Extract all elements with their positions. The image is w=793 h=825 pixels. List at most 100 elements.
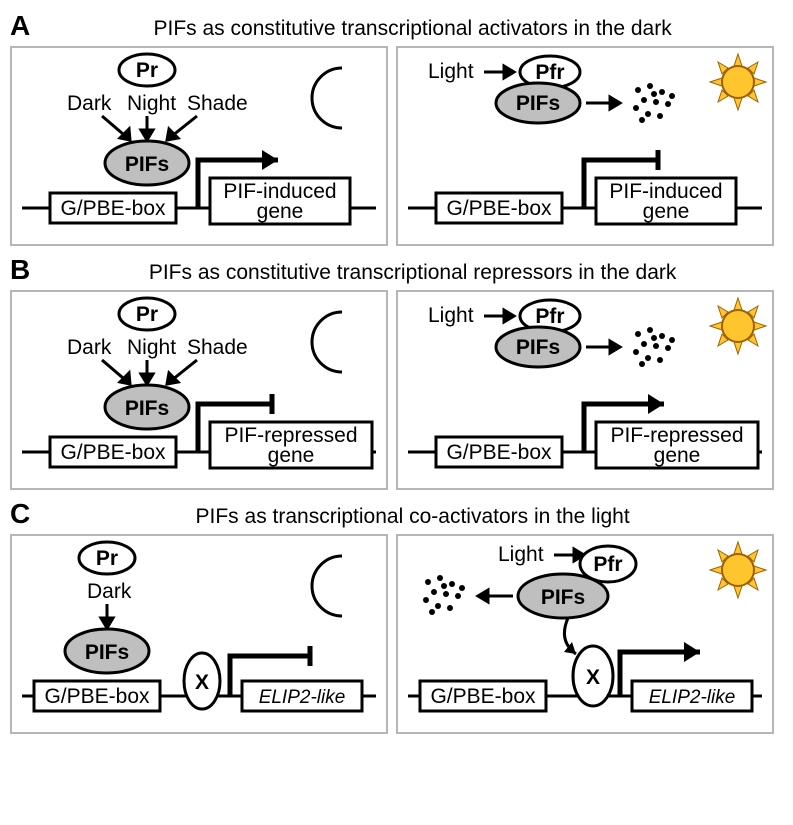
svg-text:ELIP2-like: ELIP2-like <box>649 687 736 708</box>
section-a-label: A <box>10 10 30 42</box>
section-b-panels: Pr Dark Night Shade PIFs G/PBE-box <box>10 290 783 490</box>
pifs-oval: PIFs <box>518 574 608 618</box>
light-arrow <box>484 310 514 322</box>
svg-text:ELIP2-like: ELIP2-like <box>259 687 346 708</box>
gpbe-box: G/PBE-box <box>34 681 160 711</box>
pifs-oval: PIFs <box>496 327 580 367</box>
shade-label: Shade <box>187 92 248 115</box>
coactivation-arrow <box>564 618 576 654</box>
light-arrow <box>484 66 514 78</box>
svg-text:Dark: Dark <box>87 580 132 603</box>
panel-b-left: Pr Dark Night Shade PIFs G/PBE-box <box>10 290 388 490</box>
section-c-title: PIFs as transcriptional co-activators in… <box>42 505 783 529</box>
pifs-label: PIFs <box>516 92 560 115</box>
dark-label: Dark <box>67 92 112 115</box>
gene-text-2: gene <box>257 200 304 223</box>
moon-icon <box>312 556 342 616</box>
section-c-header: C PIFs as transcriptional co-activators … <box>10 498 783 530</box>
panel-a-left-svg: Pr Dark Night Shade PIFs <box>12 48 386 244</box>
gene-box: PIF-repressed gene <box>210 422 372 468</box>
svg-text:PIFs: PIFs <box>516 336 560 359</box>
panel-c-right: Light Pfr PIFs <box>396 534 774 734</box>
panel-a-right: Light Pfr PIFs <box>396 46 774 246</box>
degradation-dots <box>423 575 465 615</box>
svg-text:Pr: Pr <box>136 303 158 326</box>
condition-arrows <box>102 360 197 384</box>
section-b-label: B <box>10 254 30 286</box>
svg-text:G/PBE-box: G/PBE-box <box>446 441 552 464</box>
gpbe-box: G/PBE-box <box>50 437 176 467</box>
sun-icon <box>710 54 766 110</box>
svg-text:Light: Light <box>498 543 544 566</box>
panel-b-right: Light Pfr PIFs <box>396 290 774 490</box>
pifs-oval: PIFs <box>496 83 580 123</box>
section-a-panels: Pr Dark Night Shade PIFs <box>10 46 783 246</box>
svg-text:gene: gene <box>643 200 690 223</box>
gpbe-box: G/PBE-box <box>50 193 176 223</box>
panel-c-left: Pr Dark PIFs G/PBE-box X <box>10 534 388 734</box>
section-a: A PIFs as constitutive transcriptional a… <box>10 10 783 246</box>
pr-oval: Pr <box>79 542 135 574</box>
moon-icon <box>312 68 342 128</box>
pifs-label: PIFs <box>125 153 169 176</box>
moon-icon <box>312 312 342 372</box>
pr-oval: Pr <box>119 298 175 330</box>
svg-text:gene: gene <box>268 444 315 467</box>
svg-text:X: X <box>586 666 600 689</box>
pr-label: Pr <box>136 59 158 82</box>
panel-c-left-svg: Pr Dark PIFs G/PBE-box X <box>12 536 386 732</box>
light-label: Light <box>428 60 474 83</box>
section-c: C PIFs as transcriptional co-activators … <box>10 498 783 734</box>
pr-oval: Pr <box>119 54 175 86</box>
degradation-dots <box>633 83 675 123</box>
svg-text:Dark: Dark <box>67 336 112 359</box>
panel-c-right-svg: Light Pfr PIFs <box>398 536 772 732</box>
svg-text:Shade: Shade <box>187 336 248 359</box>
section-b-header: B PIFs as constitutive transcriptional r… <box>10 254 783 286</box>
svg-text:Pfr: Pfr <box>535 305 564 328</box>
svg-text:Pfr: Pfr <box>593 553 622 576</box>
svg-text:X: X <box>195 671 209 694</box>
panel-b-right-svg: Light Pfr PIFs <box>398 292 772 488</box>
svg-text:PIFs: PIFs <box>541 586 585 609</box>
svg-text:Light: Light <box>428 304 474 327</box>
degradation-arrow <box>478 590 513 602</box>
night-label: Night <box>127 92 176 115</box>
section-c-panels: Pr Dark PIFs G/PBE-box X <box>10 534 783 734</box>
pfr-label: Pfr <box>535 61 564 84</box>
degradation-arrow <box>586 97 620 109</box>
pifs-oval: PIFs <box>65 629 149 673</box>
svg-text:Pr: Pr <box>96 547 118 570</box>
gpbe-box: G/PBE-box <box>436 193 562 223</box>
svg-text:gene: gene <box>654 444 701 467</box>
degradation-arrow <box>586 341 620 353</box>
svg-text:G/PBE-box: G/PBE-box <box>430 685 536 708</box>
pifs-oval: PIFs <box>105 385 189 429</box>
gene-box: PIF-repressed gene <box>596 422 758 468</box>
gene-box: ELIP2-like <box>632 681 752 711</box>
svg-text:Night: Night <box>127 336 176 359</box>
pifs-oval: PIFs <box>105 141 189 185</box>
sun-icon <box>710 298 766 354</box>
x-factor-oval: X <box>573 646 613 706</box>
panel-b-left-svg: Pr Dark Night Shade PIFs G/PBE-box <box>12 292 386 488</box>
svg-text:PIFs: PIFs <box>125 397 169 420</box>
section-a-title: PIFs as constitutive transcriptional act… <box>42 17 783 41</box>
x-factor-oval: X <box>184 653 220 709</box>
section-a-header: A PIFs as constitutive transcriptional a… <box>10 10 783 42</box>
gpbe-box: G/PBE-box <box>436 437 562 467</box>
svg-text:G/PBE-box: G/PBE-box <box>44 685 150 708</box>
section-b: B PIFs as constitutive transcriptional r… <box>10 254 783 490</box>
svg-text:G/PBE-box: G/PBE-box <box>60 441 166 464</box>
section-b-title: PIFs as constitutive transcriptional rep… <box>42 261 783 285</box>
gene-box: PIF-induced gene <box>596 178 736 224</box>
svg-text:G/PBE-box: G/PBE-box <box>446 197 552 220</box>
condition-arrows <box>102 116 197 140</box>
section-c-label: C <box>10 498 30 530</box>
panel-a-left: Pr Dark Night Shade PIFs <box>10 46 388 246</box>
sun-icon <box>710 542 766 598</box>
gene-box: PIF-induced gene <box>210 178 350 224</box>
gene-box: ELIP2-like <box>242 681 362 711</box>
degradation-dots <box>633 327 675 367</box>
dark-arrow <box>101 604 113 628</box>
